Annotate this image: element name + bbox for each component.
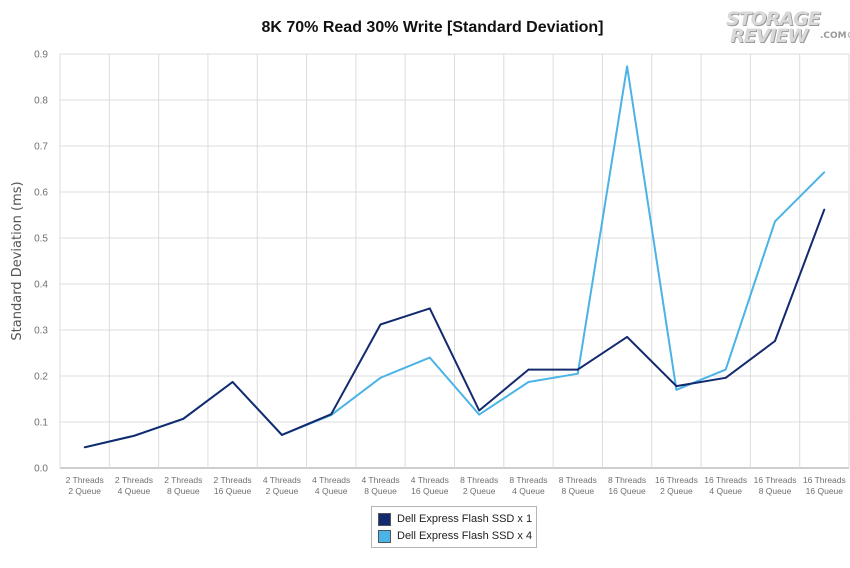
- data-point-series-1: [576, 368, 579, 371]
- logo-suffix: .COM®: [820, 31, 850, 41]
- data-point-series-1: [527, 368, 530, 371]
- y-tick-label: 0.5: [34, 234, 48, 245]
- x-tick-label-line2: 2 Queue: [660, 486, 693, 496]
- data-point-series-1: [478, 409, 481, 412]
- x-tick-label-line1: 4 Threads: [361, 475, 399, 485]
- data-point-series-1: [379, 323, 382, 326]
- x-tick-label-line1: 2 Threads: [214, 475, 252, 485]
- legend-label-series-2: Dell Express Flash SSD x 4: [397, 530, 533, 542]
- legend-swatch-series-2: [378, 529, 391, 543]
- data-point-series-2: [675, 388, 678, 391]
- data-point-series-1: [281, 433, 283, 436]
- y-tick-label: 0.4: [34, 280, 48, 291]
- x-tick-label-line1: 2 Threads: [164, 475, 202, 485]
- x-tick-label-line2: 2 Queue: [266, 486, 299, 496]
- data-point-series-2: [576, 372, 579, 375]
- x-tick-label-line2: 8 Queue: [167, 486, 200, 496]
- chart-legend: Dell Express Flash SSD x 1 Dell Express …: [371, 506, 537, 548]
- data-point-series-2: [823, 171, 826, 174]
- data-point-series-1: [428, 307, 431, 310]
- data-point-series-1: [182, 417, 185, 420]
- y-axis-label: Standard Deviation (ms): [10, 181, 25, 340]
- y-tick-label: 0.3: [34, 326, 48, 337]
- data-point-series-2: [428, 356, 431, 359]
- x-tick-label-line2: 8 Queue: [759, 486, 792, 496]
- data-point-series-2: [774, 220, 776, 223]
- logo-line-1: STORAGE: [726, 8, 821, 30]
- x-tick-label-line2: 8 Queue: [561, 486, 594, 496]
- x-tick-label-line1: 16 Threads: [754, 475, 797, 485]
- x-tick-label-line1: 16 Threads: [704, 475, 747, 485]
- x-tick-label-line1: 8 Threads: [559, 475, 597, 485]
- series-line-1: [84, 209, 826, 449]
- y-tick-label: 0.6: [34, 188, 48, 199]
- y-tick-label: 0.0: [34, 464, 48, 475]
- x-tick-label-line2: 4 Queue: [118, 486, 151, 496]
- y-tick-label: 0.1: [34, 418, 48, 429]
- data-point-series-1: [774, 340, 776, 342]
- x-tick-label-line1: 16 Threads: [803, 475, 846, 485]
- x-tick-label-line1: 4 Threads: [411, 475, 449, 485]
- data-point-series-2: [379, 376, 382, 379]
- x-tick-label-line2: 16 Queue: [608, 486, 646, 496]
- data-point-series-1: [83, 446, 86, 449]
- y-tick-label: 0.7: [34, 142, 48, 153]
- data-point-series-1: [231, 381, 234, 383]
- legend-item-series-2: Dell Express Flash SSD x 4: [378, 529, 532, 543]
- y-tick-label: 0.8: [34, 96, 48, 107]
- x-tick-label-line1: 8 Threads: [460, 475, 498, 485]
- legend-item-series-1: Dell Express Flash SSD x 1: [378, 512, 532, 526]
- data-point-series-1: [675, 385, 678, 388]
- x-tick-label-line2: 8 Queue: [364, 486, 397, 496]
- data-point-series-1: [330, 413, 333, 416]
- data-point-series-1: [724, 376, 727, 379]
- x-tick-label-line2: 2 Queue: [463, 486, 496, 496]
- chart-title: 8K 70% Read 30% Write [Standard Deviatio…: [261, 19, 604, 36]
- x-tick-label-line1: 8 Threads: [509, 475, 547, 485]
- x-tick-label-line2: 16 Queue: [214, 486, 252, 496]
- x-tick-label-line1: 2 Threads: [66, 475, 104, 485]
- data-point-series-2: [724, 368, 727, 371]
- data-point-series-1: [823, 208, 826, 211]
- x-tick-label-line2: 2 Queue: [68, 486, 101, 496]
- x-tick-label-line1: 16 Threads: [655, 475, 698, 485]
- x-tick-label-line2: 4 Queue: [512, 486, 545, 496]
- x-tick-label-line2: 4 Queue: [315, 486, 348, 496]
- data-point-series-1: [626, 336, 628, 338]
- line-chart: 0.00.10.20.30.40.50.60.70.80.92 Threads2…: [10, 50, 850, 496]
- data-point-series-2: [527, 381, 530, 383]
- data-point-series-2: [478, 413, 481, 416]
- x-tick-label-line1: 4 Threads: [263, 475, 301, 485]
- x-tick-label-line1: 8 Threads: [608, 475, 646, 485]
- y-tick-label: 0.9: [34, 50, 48, 61]
- x-tick-label-line2: 16 Queue: [806, 486, 844, 496]
- x-tick-label-line2: 16 Queue: [411, 486, 449, 496]
- storagereview-logo: STORAGE REVIEW .COM®: [722, 8, 850, 48]
- y-tick-label: 0.2: [34, 372, 48, 383]
- x-tick-label-line1: 4 Threads: [312, 475, 350, 485]
- data-point-series-2: [626, 65, 628, 68]
- logo-line-2: REVIEW: [730, 25, 808, 47]
- legend-label-series-1: Dell Express Flash SSD x 1: [397, 513, 533, 525]
- legend-swatch-series-1: [378, 512, 391, 526]
- x-tick-label-line1: 2 Threads: [115, 475, 153, 485]
- data-point-series-1: [133, 434, 135, 437]
- x-tick-label-line2: 4 Queue: [709, 486, 742, 496]
